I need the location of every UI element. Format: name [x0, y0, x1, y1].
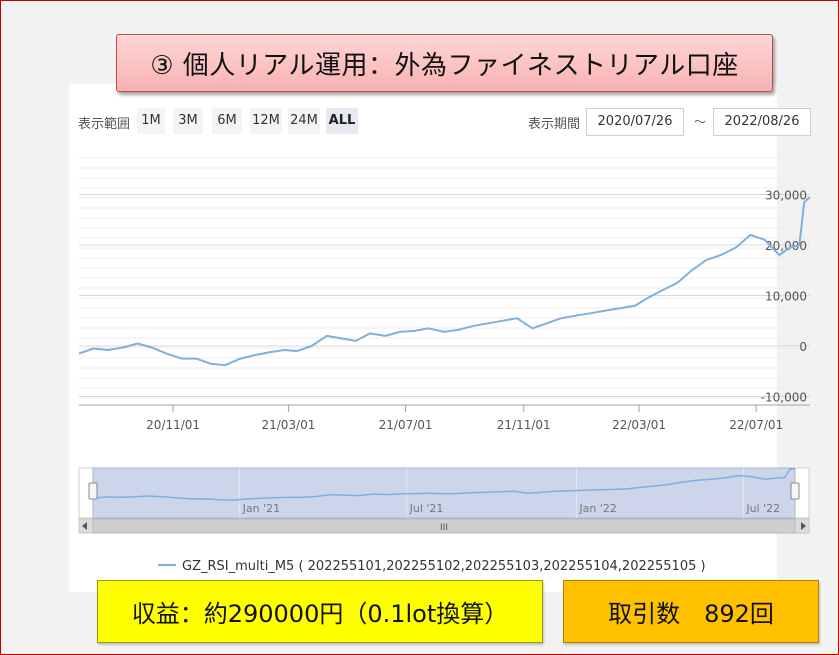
- period-from-input[interactable]: 2020/07/26: [586, 108, 684, 136]
- page-title: ③ 個人リアル運用：外為ファイネストリアル口座: [150, 50, 739, 81]
- x-tick-label: 22/03/01: [612, 418, 666, 432]
- period-separator: ～: [694, 115, 707, 129]
- scroll-right-arrow-icon[interactable]: [801, 522, 806, 530]
- x-tick-label: 21/03/01: [261, 418, 315, 432]
- period-label: 表示期間: [528, 117, 581, 132]
- period-to-input[interactable]: 2022/08/26: [713, 108, 811, 136]
- navigator-tick-label: Jul '21: [409, 502, 444, 515]
- x-tick-label: 22/07/01: [729, 418, 783, 432]
- range-button-1m[interactable]: 1M: [137, 108, 165, 134]
- navigator-tick-label: Jan '22: [578, 502, 616, 515]
- x-tick-label: 21/07/01: [379, 418, 433, 432]
- scrollbar-grip: III: [440, 523, 448, 533]
- trades-box: 取引数 892回: [563, 580, 819, 643]
- trades-text: 取引数 892回: [608, 600, 774, 628]
- x-tick-label: 20/11/01: [146, 418, 200, 432]
- y-tick-label: 0: [799, 340, 807, 354]
- profit-text: 収益：約290000円（0.1lot換算）: [131, 600, 509, 628]
- navigator-tick-label: Jul '22: [745, 502, 780, 515]
- x-tick-label: 21/11/01: [497, 418, 551, 432]
- navigator-tick-label: Jan '21: [242, 502, 280, 515]
- y-tick-label: 20,000: [765, 239, 807, 253]
- page-title-banner: ③ 個人リアル運用：外為ファイネストリアル口座: [116, 34, 773, 92]
- equity-series-line: [78, 196, 811, 367]
- y-tick-label: 30,000: [765, 189, 807, 203]
- navigator-selection: [92, 467, 796, 519]
- profit-box: 収益：約290000円（0.1lot換算）: [97, 580, 543, 643]
- range-button-12m[interactable]: 12M: [250, 108, 282, 134]
- range-label: 表示範囲: [78, 117, 131, 132]
- navigator-right-handle[interactable]: [790, 482, 800, 500]
- navigator-left-handle[interactable]: [88, 482, 98, 500]
- range-button-3m[interactable]: 3M: [173, 108, 203, 134]
- navigator-series-line: [92, 467, 796, 501]
- y-tick-label: -10,000: [761, 391, 807, 405]
- scroll-left-arrow-icon[interactable]: [82, 522, 87, 530]
- legend-label[interactable]: GZ_RSI_multi_M5 ( 202255101,202255102,20…: [182, 559, 706, 574]
- scrollbar-thumb[interactable]: [92, 518, 796, 534]
- y-tick-label: 10,000: [765, 290, 807, 304]
- range-button-6m[interactable]: 6M: [212, 108, 242, 134]
- range-button-24m[interactable]: 24M: [288, 108, 320, 134]
- range-button-all[interactable]: ALL: [326, 108, 358, 134]
